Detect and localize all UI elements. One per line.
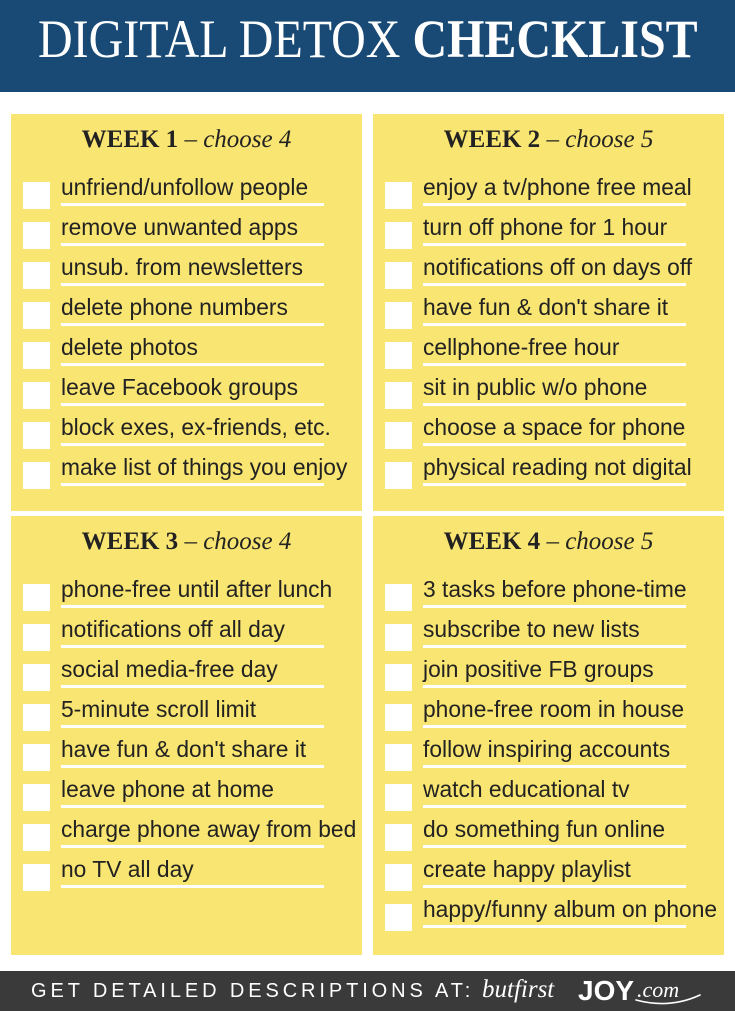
svg-text:JOY: JOY <box>578 975 634 1006</box>
svg-text:butfirst: butfirst <box>482 976 555 1003</box>
svg-text:.com: .com <box>637 977 679 1002</box>
